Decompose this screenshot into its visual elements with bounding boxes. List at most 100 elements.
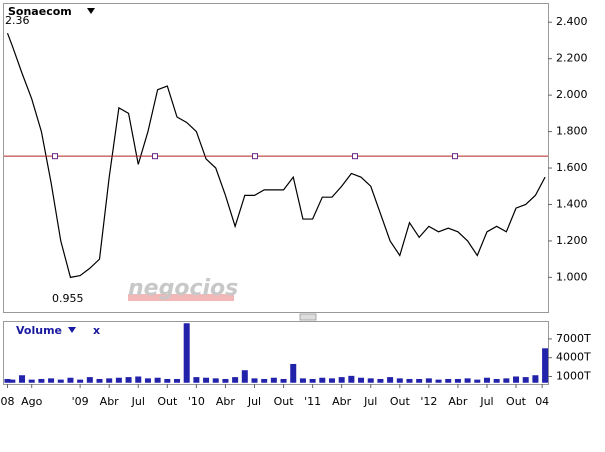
x-tick-label: Abr bbox=[216, 395, 236, 408]
volume-title[interactable]: Volume bbox=[16, 324, 62, 337]
volume-bar bbox=[174, 378, 181, 383]
volume-bar bbox=[435, 379, 442, 383]
volume-bar bbox=[270, 377, 277, 383]
volume-bar bbox=[377, 378, 384, 383]
volume-bar bbox=[48, 378, 55, 383]
y-tick-label: 1.800 bbox=[556, 125, 588, 138]
volume-bar bbox=[348, 375, 355, 383]
x-tick-label: Jul bbox=[131, 395, 145, 408]
volume-bar bbox=[222, 378, 229, 383]
volume-bar bbox=[483, 377, 490, 383]
volume-bar bbox=[406, 378, 413, 383]
volume-bar bbox=[261, 378, 268, 383]
x-tick-label: Out bbox=[390, 395, 411, 408]
reference-handle bbox=[152, 153, 158, 160]
x-tick-label: '11 bbox=[304, 395, 321, 408]
x-tick-label: '10 bbox=[188, 395, 205, 408]
x-tick-label: Abr bbox=[448, 395, 468, 408]
chart-title[interactable]: Sonaecom bbox=[8, 5, 72, 18]
volume-bar bbox=[416, 378, 423, 383]
volume-bar bbox=[135, 376, 142, 383]
volume-bar bbox=[338, 377, 345, 383]
x-tick-label: Jul bbox=[479, 395, 493, 408]
volume-bar bbox=[445, 378, 452, 383]
x-tick-label: Jul bbox=[247, 395, 261, 408]
volume-bar bbox=[9, 379, 16, 383]
x-tick-label: Abr bbox=[100, 395, 120, 408]
x-tick-label: Out bbox=[157, 395, 178, 408]
reference-handle bbox=[252, 153, 258, 160]
splitter[interactable] bbox=[299, 313, 317, 321]
volume-bar bbox=[57, 379, 64, 383]
reference-handle bbox=[452, 153, 458, 160]
y-tick-label: 1.600 bbox=[556, 161, 588, 174]
close-button[interactable]: x bbox=[93, 324, 100, 337]
x-tick-label: Abr bbox=[332, 395, 352, 408]
volume-bar bbox=[144, 378, 151, 383]
volume-bar bbox=[474, 379, 481, 383]
volume-bar bbox=[454, 378, 461, 383]
volume-bar bbox=[19, 375, 26, 383]
volume-bar bbox=[319, 377, 326, 383]
volume-bar bbox=[183, 323, 190, 383]
volume-bar bbox=[77, 379, 84, 383]
volume-bar bbox=[232, 377, 239, 383]
volume-bar bbox=[164, 378, 171, 383]
x-tick-label: Jul bbox=[363, 395, 377, 408]
y-tick-label: 1.000 bbox=[556, 270, 588, 283]
reference-handle bbox=[352, 153, 358, 160]
y-tick-label: 1.200 bbox=[556, 234, 588, 247]
y-tick-label: 1.400 bbox=[556, 197, 588, 210]
y-tick-label: 2.400 bbox=[556, 15, 588, 28]
max-annotation: 2.36 bbox=[5, 14, 30, 27]
volume-bar bbox=[212, 378, 219, 383]
x-tick-label: '12 bbox=[420, 395, 437, 408]
volume-bar bbox=[106, 378, 113, 383]
price-line bbox=[6, 32, 546, 279]
dropdown-arrow[interactable] bbox=[68, 327, 76, 333]
y-tick-label: 2.200 bbox=[556, 52, 588, 65]
volume-bar bbox=[290, 363, 297, 383]
volume-bar bbox=[309, 378, 316, 383]
volume-bar bbox=[154, 377, 161, 383]
volume-bar bbox=[96, 378, 103, 383]
x-tick-label: Ago bbox=[21, 395, 43, 408]
x-tick-label: Out bbox=[506, 395, 527, 408]
volume-bar bbox=[328, 378, 335, 383]
volume-bar bbox=[86, 377, 93, 383]
volume-bar bbox=[542, 348, 549, 383]
volume-bar bbox=[396, 378, 403, 383]
volume-bar bbox=[387, 377, 394, 383]
volume-bar bbox=[503, 378, 510, 383]
min-annotation: 0.955 bbox=[52, 292, 84, 305]
volume-bar bbox=[358, 377, 365, 383]
x-tick-label: 08 bbox=[0, 395, 14, 408]
x-tick-label: Out bbox=[274, 395, 295, 408]
volume-bar bbox=[251, 378, 258, 383]
volume-bar bbox=[493, 378, 500, 383]
volume-bar bbox=[532, 375, 539, 383]
y-tick-label: 2.000 bbox=[556, 88, 588, 101]
volume-bar bbox=[299, 378, 306, 383]
volume-bar bbox=[241, 370, 248, 383]
volume-bar bbox=[38, 378, 45, 383]
volume-panel bbox=[3, 321, 549, 385]
volume-bar bbox=[522, 377, 529, 383]
volume-bar bbox=[464, 378, 471, 383]
volume-bar bbox=[115, 377, 122, 383]
x-tick-label: 04 bbox=[535, 395, 549, 408]
volume-bar bbox=[425, 378, 432, 383]
volume-bar bbox=[367, 378, 374, 383]
volume-bar bbox=[125, 377, 132, 383]
watermark: negocios bbox=[128, 276, 238, 301]
volume-bar bbox=[513, 376, 520, 383]
x-tick-label: '09 bbox=[72, 395, 89, 408]
y-tick-label: 4000T bbox=[556, 351, 591, 364]
watermark-bar bbox=[128, 294, 234, 301]
dropdown-arrow[interactable] bbox=[87, 8, 95, 14]
volume-bar bbox=[280, 378, 287, 383]
volume-bar bbox=[67, 377, 74, 383]
price-panel bbox=[3, 3, 549, 313]
y-tick-label: 7000T bbox=[556, 332, 591, 345]
